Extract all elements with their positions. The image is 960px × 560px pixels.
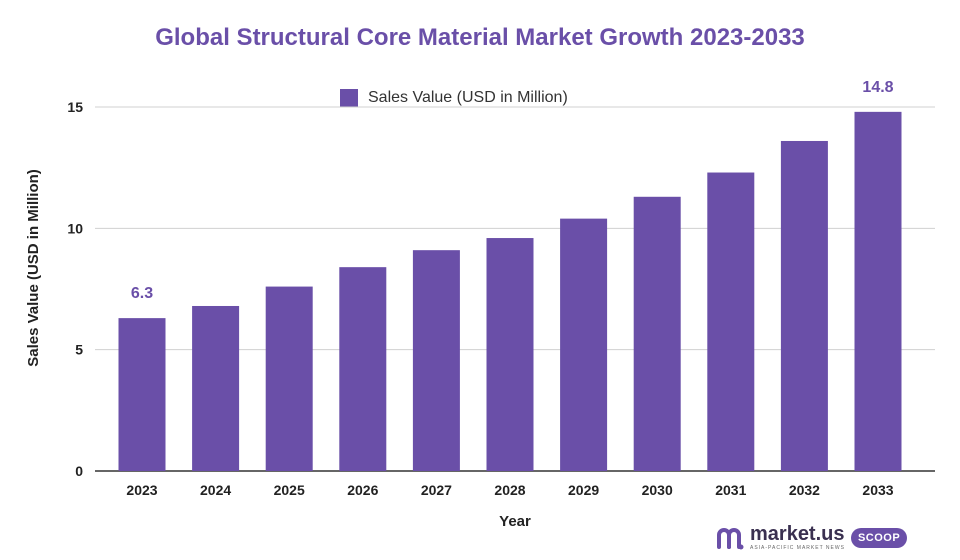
y-tick-label: 5: [75, 342, 83, 358]
bar: [780, 140, 828, 471]
market-us-logo-icon: [717, 527, 744, 549]
x-tick-label: 2028: [494, 482, 525, 498]
x-tick-label: 2032: [789, 482, 820, 498]
x-tick-label: 2033: [862, 482, 893, 498]
brand-name: market.us: [750, 523, 845, 545]
bar: [633, 196, 681, 471]
x-tick-label: 2030: [642, 482, 673, 498]
bar: [265, 286, 313, 471]
legend-swatch: [340, 89, 358, 107]
y-tick-label: 15: [67, 99, 83, 115]
bar: [118, 318, 166, 471]
chart-legend: Sales Value (USD in Million): [340, 89, 568, 107]
bar: [854, 111, 902, 471]
brand-tagline: ASIA-PACIFIC MARKET NEWS: [750, 545, 845, 551]
y-tick-label: 10: [67, 220, 83, 236]
data-label: 14.8: [862, 79, 893, 96]
bar: [707, 172, 755, 471]
x-tick-label: 2031: [715, 482, 746, 498]
x-tick-label: 2024: [200, 482, 231, 498]
x-axis-title: Year: [499, 513, 531, 530]
x-tick-label: 2026: [347, 482, 378, 498]
y-tick-label: 0: [75, 463, 83, 479]
x-tick-label: 2029: [568, 482, 599, 498]
x-tick-label: 2027: [421, 482, 452, 498]
data-label: 6.3: [131, 285, 153, 302]
x-tick-label: 2025: [274, 482, 305, 498]
bar: [486, 238, 534, 471]
y-axis-title: Sales Value (USD in Million): [25, 169, 42, 367]
x-tick-label: 2023: [126, 482, 157, 498]
brand-badge: SCOOP: [850, 527, 908, 548]
bar: [412, 250, 460, 471]
bar: [339, 267, 387, 471]
brand-watermark: market.us ASIA-PACIFIC MARKET NEWS SCOOP: [716, 523, 908, 551]
legend-label: Sales Value (USD in Million): [368, 89, 568, 106]
chart-title: Global Structural Core Material Market G…: [155, 24, 805, 51]
bar: [192, 305, 240, 471]
bar: [560, 218, 608, 471]
